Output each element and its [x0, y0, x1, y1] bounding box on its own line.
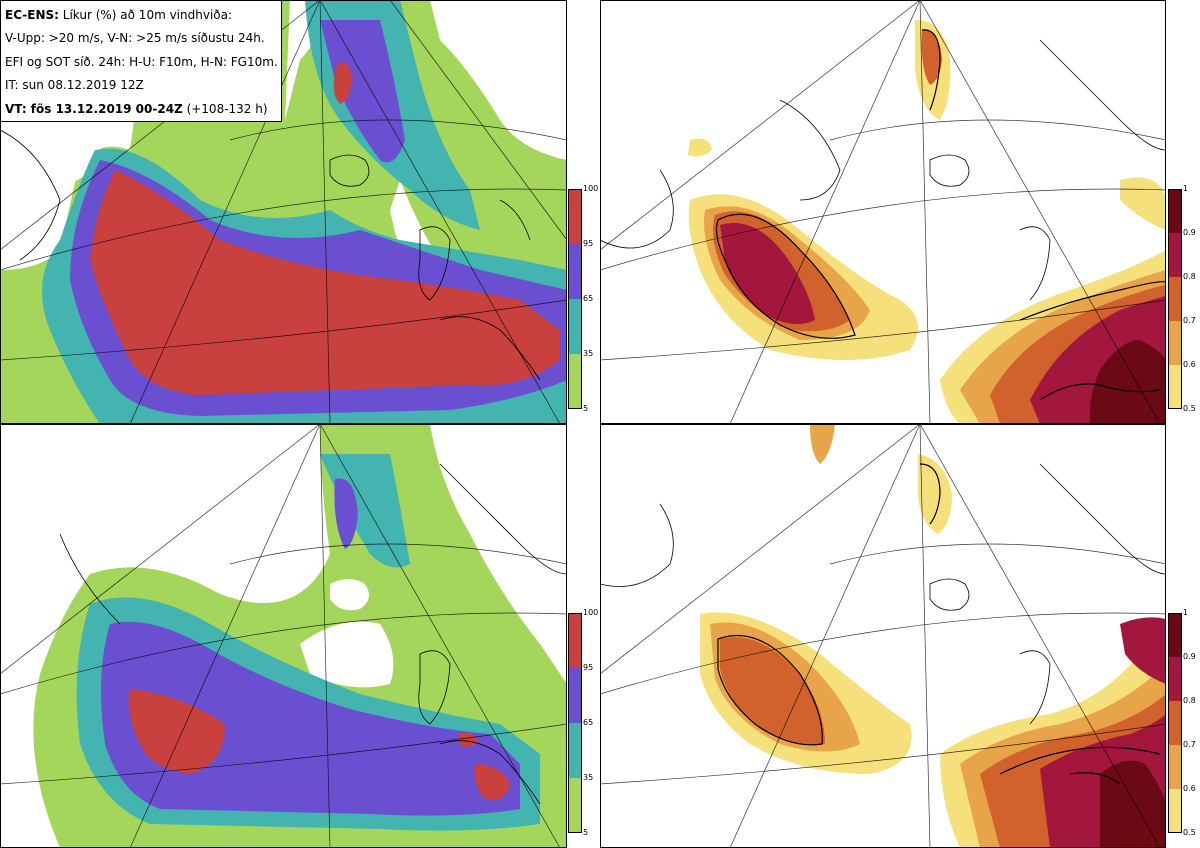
efi-yellow-ne	[1120, 177, 1166, 230]
cbar-tick-0.6: 0.6	[1183, 784, 1196, 793]
coastlines-ur	[600, 39, 1166, 301]
cbar-tick-100: 100	[583, 184, 599, 193]
cbar-tick-0.9: 0.9	[1183, 228, 1196, 237]
probability-map-25ms	[0, 424, 567, 848]
cbar-tick-100: 100	[583, 608, 599, 617]
efi-orange-west-lower	[720, 637, 825, 745]
cbar-tick-0.5: 0.5	[1183, 828, 1196, 837]
title-line-2: V-Upp: >20 m/s, V-N: >25 m/s síðustu 24h…	[5, 31, 265, 46]
title-legend-box: EC-ENS: Líkur (%) að 10m vindhviða: V-Up…	[0, 0, 282, 122]
cbar-tick-1: 1	[1183, 184, 1189, 193]
graticule-ll	[0, 424, 567, 848]
prob-band-purple-north-lower	[334, 478, 358, 549]
efi-orange-north-lower	[810, 424, 835, 464]
cbar-tick-0.8: 0.8	[1183, 696, 1196, 705]
prob-band-red-north	[333, 62, 352, 104]
map-panel-lower-left	[0, 424, 567, 848]
title-line-5: VT: fös 13.12.2019 00-24Z (+108-132 h)	[5, 98, 281, 121]
map-panel-upper-left	[0, 0, 567, 424]
prob-band-red-lower-mid	[458, 732, 478, 747]
prob-band-purple-lower	[101, 621, 520, 816]
cbar-tick-0.5: 0.5	[1183, 404, 1196, 413]
efi-map-fg10m	[600, 424, 1166, 848]
land-norway	[430, 0, 567, 160]
graticule	[0, 0, 567, 424]
cbar-outline	[1168, 613, 1182, 833]
efi-orange-north	[921, 30, 942, 85]
cbar-tick-0.6: 0.6	[1183, 360, 1196, 369]
cbar-tick-35: 35	[583, 349, 594, 358]
efi-yellow-north-lower	[918, 454, 952, 534]
coastlines-lr	[600, 463, 1166, 725]
probability-map-20ms	[0, 0, 567, 424]
coastlines	[0, 129, 541, 381]
cbar-tick-95: 95	[583, 663, 594, 672]
coastlines-ll	[59, 463, 567, 805]
sot-contours-lower	[717, 463, 1161, 785]
cbar-tick-1: 1	[1183, 608, 1189, 617]
prob-band-purple-north	[320, 20, 405, 163]
cbar-tick-0.9: 0.9	[1183, 652, 1196, 661]
cbar-outline	[568, 613, 582, 833]
efi-dark-east	[1089, 340, 1166, 424]
map-panel-upper-right	[600, 0, 1166, 424]
cbar-tick-0.7: 0.7	[1183, 740, 1196, 749]
land-greenland	[0, 122, 102, 250]
cbar-outline	[1168, 189, 1182, 409]
efi-map-f10m	[600, 0, 1166, 424]
valid-time: VT: fös 13.12.2019 00-24Z	[5, 101, 183, 116]
prob-band-red-lower-east	[474, 764, 510, 800]
graticule-ur	[600, 0, 1166, 424]
title-line-4: IT: sun 08.12.2019 12Z	[5, 78, 144, 93]
efi-crimson-west	[720, 223, 815, 324]
sot-contours	[715, 29, 1166, 401]
cbar-tick-65: 65	[583, 294, 594, 303]
map-panel-lower-right	[600, 424, 1166, 848]
graticule-lr	[600, 424, 1166, 848]
prob-band-red	[90, 170, 560, 395]
cbar-tick-65: 65	[583, 718, 594, 727]
title-line-1: EC-ENS: Líkur (%) að 10m vindhviða:	[5, 4, 281, 27]
cbar-tick-95: 95	[583, 239, 594, 248]
title-line-3: EFI og SOT síð. 24h: H-U: F10m, H-N: FG1…	[5, 54, 278, 69]
prob-band-red-lower-west	[128, 689, 225, 774]
cbar-tick-0.8: 0.8	[1183, 272, 1196, 281]
open-white-lower	[300, 621, 394, 688]
efi-dark-east-lower	[1100, 760, 1166, 848]
cbar-tick-35: 35	[583, 773, 594, 782]
efi-yellow-patch	[688, 138, 712, 157]
efi-crimson-ne-lower	[1120, 617, 1166, 684]
title-model: EC-ENS:	[5, 8, 59, 22]
title-description: Líkur (%) að 10m vindhviða:	[58, 8, 233, 22]
land-iceland-lower	[330, 579, 369, 611]
cbar-outline	[568, 189, 582, 409]
lead-time: (+108-132 h)	[182, 101, 268, 116]
cbar-tick-5: 5	[583, 828, 589, 837]
cbar-tick-5: 5	[583, 404, 589, 413]
cbar-tick-0.7: 0.7	[1183, 316, 1196, 325]
